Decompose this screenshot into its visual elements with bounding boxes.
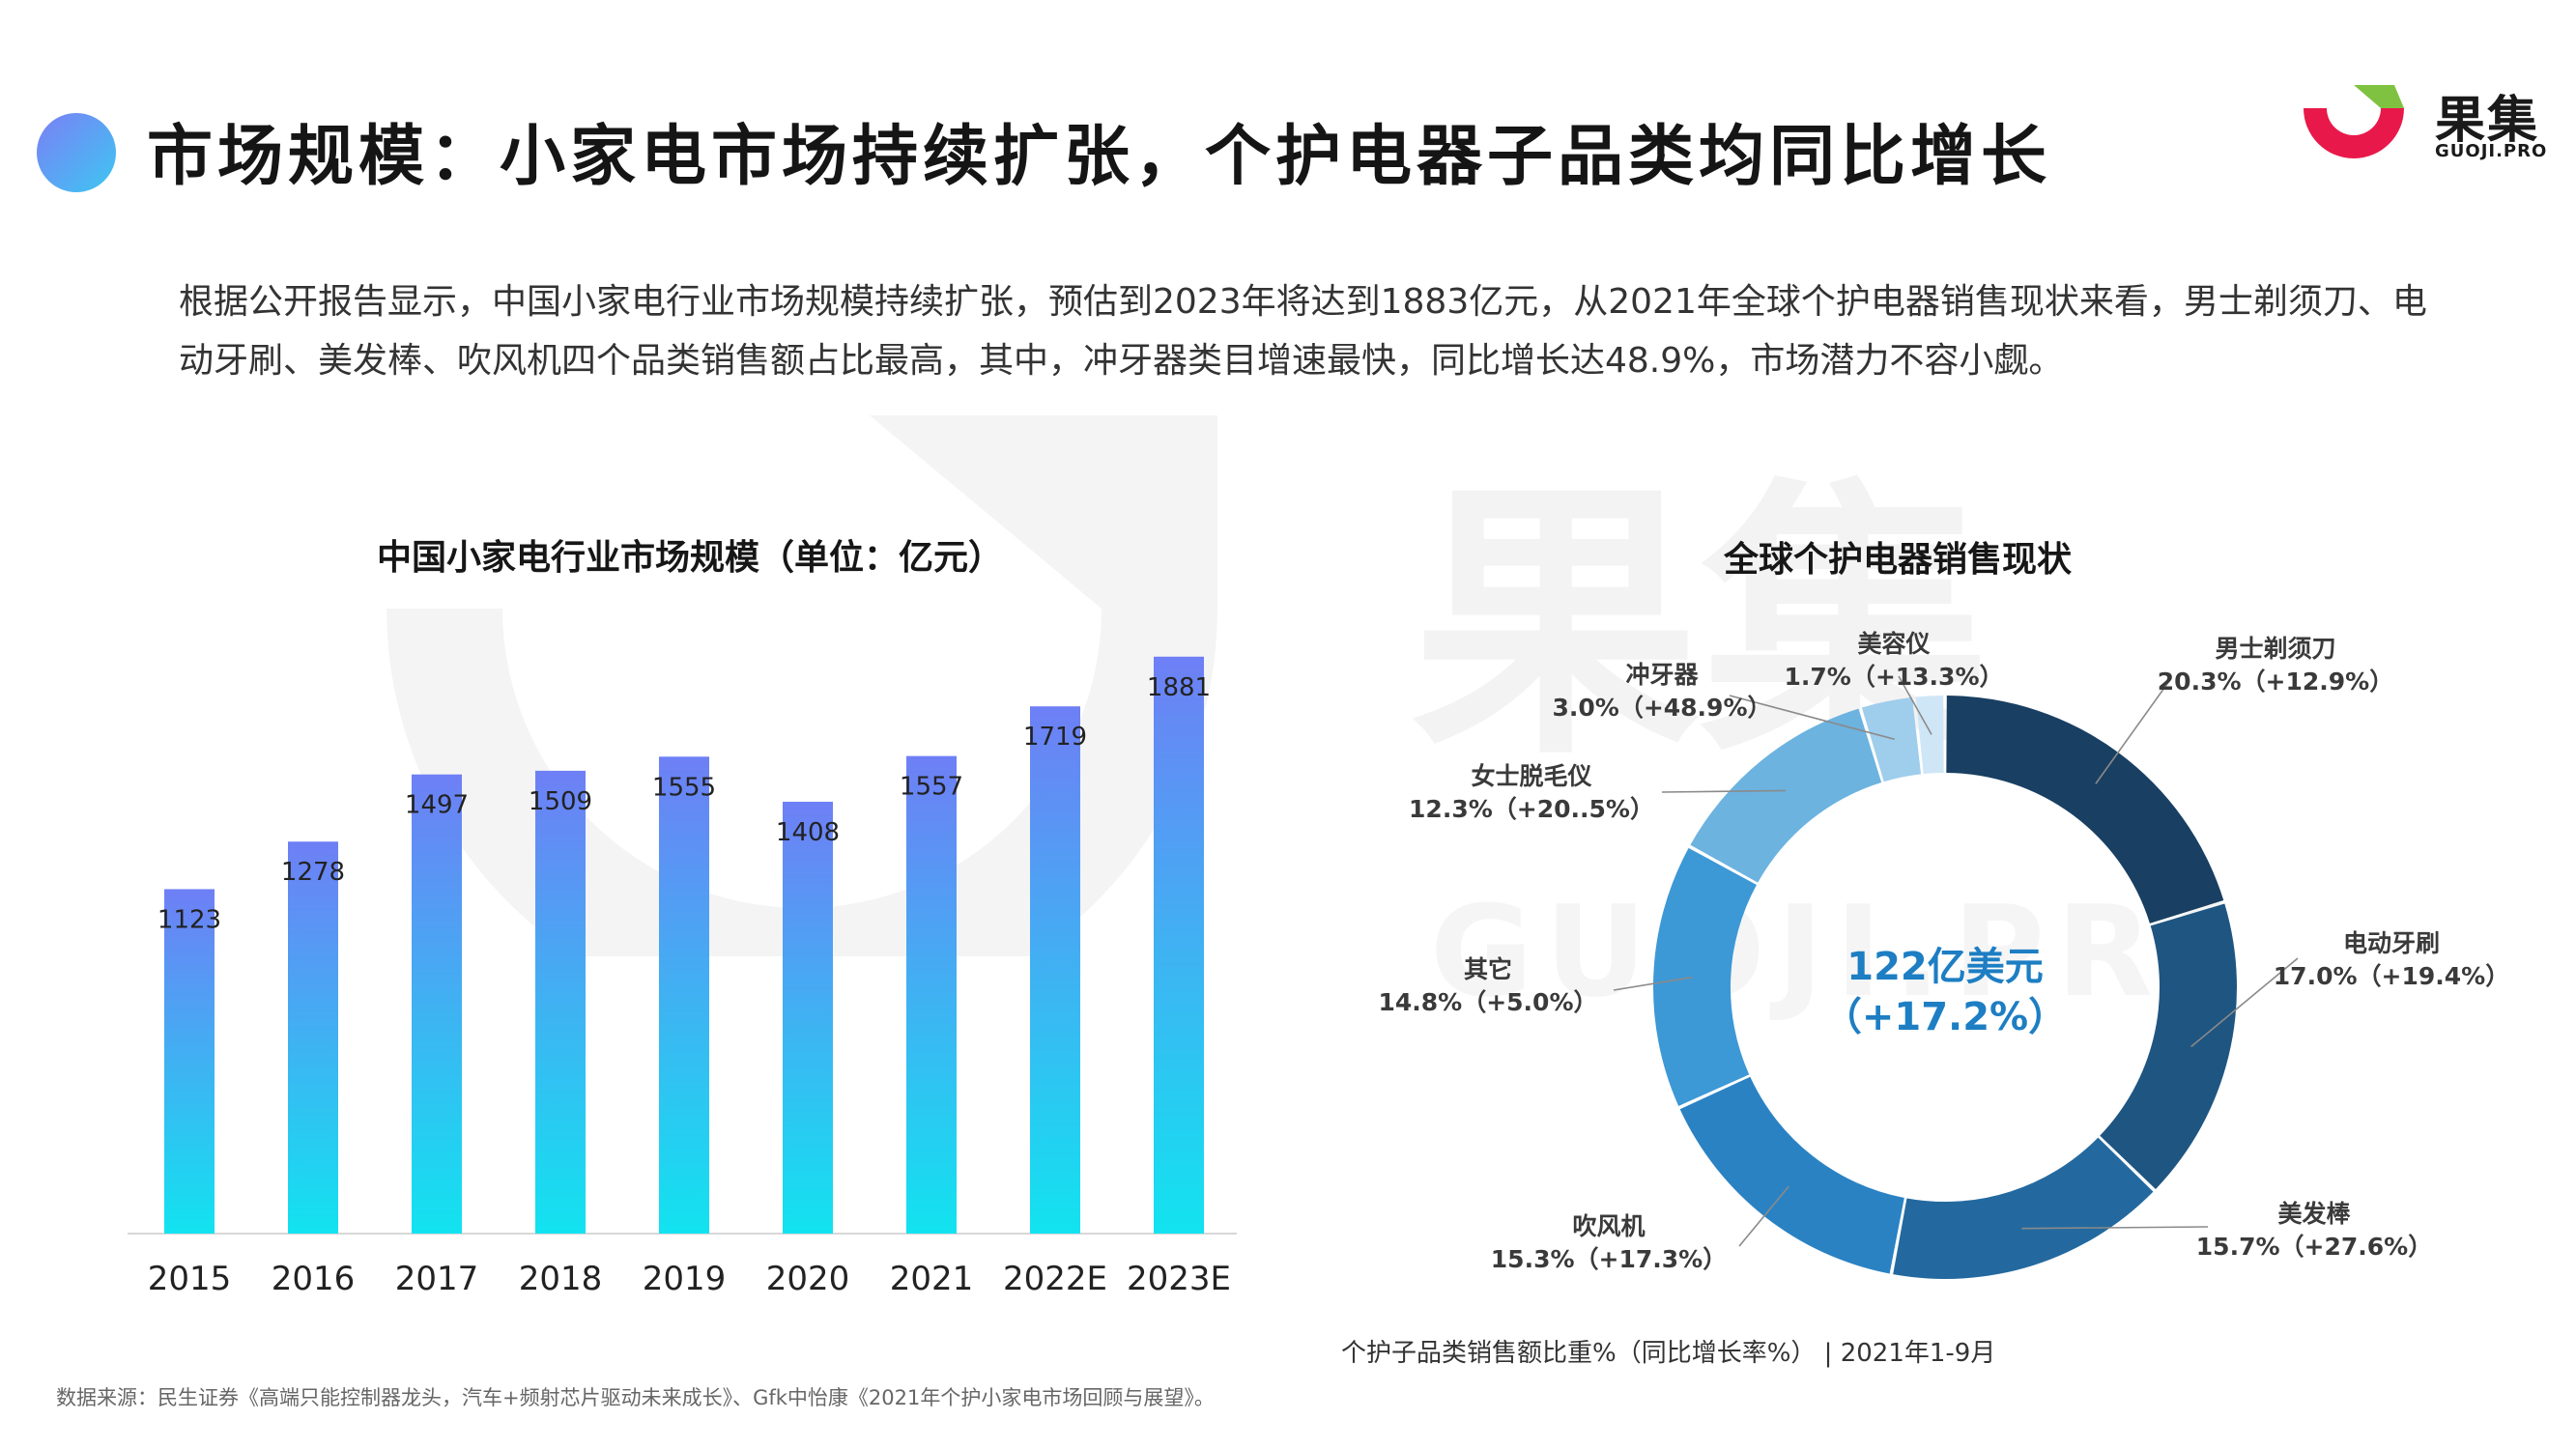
slice-name-label: 冲牙器 [1625,661,1699,689]
slice-value-label: 15.7%（+27.6%） [2196,1233,2432,1261]
slice-name-label: 男士剃须刀 [2215,635,2335,663]
slice-name-label: 电动牙刷 [2343,929,2440,957]
logo-text: 果集 [2435,92,2540,150]
leader-line [1613,976,1693,991]
slice-name-label: 女士脱毛仪 [1471,762,1592,790]
leader-line [1738,1185,1789,1247]
x-tick-label: 2018 [519,1260,603,1298]
slice-value-label: 1.7%（+13.3%） [1784,663,2003,691]
bar [783,801,833,1234]
svg-text:GUOJI.PRO: GUOJI.PRO [1430,878,2222,1025]
bar-chart-title: 中国小家电行业市场规模（单位：亿元） [377,538,1004,578]
slice-value-label: 3.0%（+48.9%） [1552,694,1771,722]
donut-slice [1679,1076,1904,1274]
slice-value-label: 20.3%（+12.9%） [2158,668,2393,696]
logo-green-mark-icon [2354,85,2404,108]
slice-name-label: 美发棒 [2277,1200,2351,1228]
donut-slice [1652,847,1757,1106]
x-tick-label: 2021 [890,1260,974,1298]
slice-value-label: 17.0%（+19.4%） [2274,962,2509,990]
donut-center-total: 122亿美元 [1846,945,2044,989]
background-decoration [386,415,1217,956]
slice-value-label: 14.8%（+5.0%） [1378,988,1597,1016]
intro-paragraph: 根据公开报告显示，中国小家电行业市场规模持续扩张，预估到2023年将达到1883… [179,282,2427,381]
slice-name-label: 其它 [1464,955,1512,983]
bar [659,756,709,1234]
bar-value-label: 1555 [652,773,716,802]
slice-value-label: 12.3%（+20..5%） [1409,795,1654,823]
data-source-note: 数据来源：民生证券《高端只能控制器龙头，汽车+频射芯片驱动未来成长》、Gfk中怡… [56,1386,1215,1409]
leader-line [1898,675,1932,735]
donut-slice [1861,696,1922,782]
bar [164,889,215,1234]
bar-value-label: 1557 [900,773,963,802]
bar [535,770,586,1234]
donut-slice [2100,903,2237,1190]
x-tick-label: 2016 [272,1260,356,1298]
leader-line [2021,1226,2209,1230]
x-tick-label: 2015 [148,1260,232,1298]
leader-line [1661,789,1787,793]
donut-center-growth: （+17.2%） [1823,995,2067,1039]
bar [412,774,462,1234]
leader-line [2190,957,2299,1048]
guoji-logo [2304,85,2404,158]
x-tick-label: 2017 [395,1260,479,1298]
bar-value-label: 1509 [529,787,592,816]
donut-chart: 男士剃须刀 20.3%（+12.9%） 电动牙刷 17.0%（+19.4%） 美发棒 15… [1378,630,2509,1279]
leader-line [1729,695,1895,741]
donut-caption: 个护子品类销售额比重%（同比增长率%） | 2021年1-9月 [1341,1339,1996,1368]
x-tick-label: 2019 [643,1260,727,1298]
bar-chart: 1123 2015 1278 2016 1497 2017 1509 2018 1555 2019… [128,656,1237,1298]
bar [1154,656,1204,1234]
leader-line [2095,680,2170,784]
title-bullet-icon [37,113,116,192]
logo-red-mark-icon [2304,108,2404,158]
logo-watermark: 果集 GUOJI.PRO [1411,456,2222,1025]
x-tick-label: 2023E [1127,1260,1231,1298]
bar [288,841,338,1234]
x-tick-label: 2022E [1003,1260,1107,1298]
donut-slice [1690,708,1882,883]
slice-name-label: 吹风机 [1572,1212,1645,1240]
slice-value-label: 15.3%（+17.3%） [1491,1245,1727,1273]
bar-value-label: 1408 [776,818,840,847]
donut-slice [1915,696,1944,775]
bar-value-label: 1278 [281,858,345,887]
bar-value-label: 1123 [157,905,221,934]
donut-slice [1893,1137,2154,1279]
x-tick-label: 2020 [766,1260,850,1298]
bar-value-label: 1497 [405,791,469,820]
bar [1030,706,1080,1234]
donut-chart-title: 全球个护电器销售现状 [1724,540,2073,580]
bar-value-label: 1881 [1147,673,1211,702]
donut-slice [1946,696,2224,923]
bar-value-label: 1719 [1023,723,1087,752]
logo-subtext: GUOJI.PRO [2435,141,2548,161]
page-title: 市场规模：小家电市场持续扩张，个护电器子品类均同比增长 [147,119,2052,195]
bar [906,755,957,1234]
slice-name-label: 美容仪 [1857,630,1931,658]
